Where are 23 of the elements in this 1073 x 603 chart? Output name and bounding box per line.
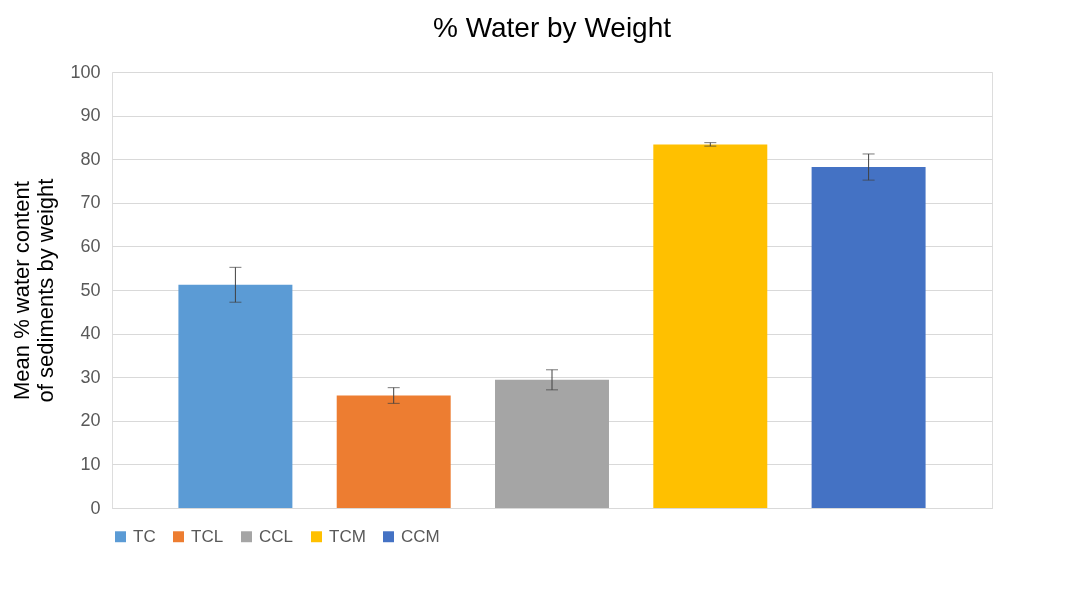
y-tick-label: 20 bbox=[80, 410, 101, 431]
bar bbox=[336, 395, 451, 508]
y-tick-label: 100 bbox=[70, 61, 101, 82]
y-tick-label: 90 bbox=[80, 105, 101, 126]
y-tick-label: 40 bbox=[80, 323, 101, 344]
y-tick-label: 80 bbox=[80, 148, 101, 169]
chart-title: % Water by Weight bbox=[432, 12, 672, 43]
bar bbox=[811, 167, 926, 508]
y-tick-label: 30 bbox=[80, 366, 101, 387]
legend-label: TCM bbox=[329, 526, 366, 546]
bar bbox=[178, 284, 293, 508]
y-tick-label: 70 bbox=[80, 192, 101, 213]
bar bbox=[495, 379, 609, 508]
legend-label: CCL bbox=[259, 526, 294, 546]
legend-label: TCL bbox=[191, 526, 224, 546]
legend-label: CCM bbox=[401, 526, 440, 546]
legend-label: TC bbox=[133, 526, 156, 546]
y-tick-label: 10 bbox=[80, 453, 101, 474]
y-tick-label: 0 bbox=[90, 497, 101, 518]
y-tick-label: 50 bbox=[80, 279, 101, 300]
y-tick-label: 60 bbox=[80, 235, 101, 256]
y-axis-title: Mean % water content of sediments by weight bbox=[9, 178, 59, 403]
bar bbox=[653, 144, 768, 508]
